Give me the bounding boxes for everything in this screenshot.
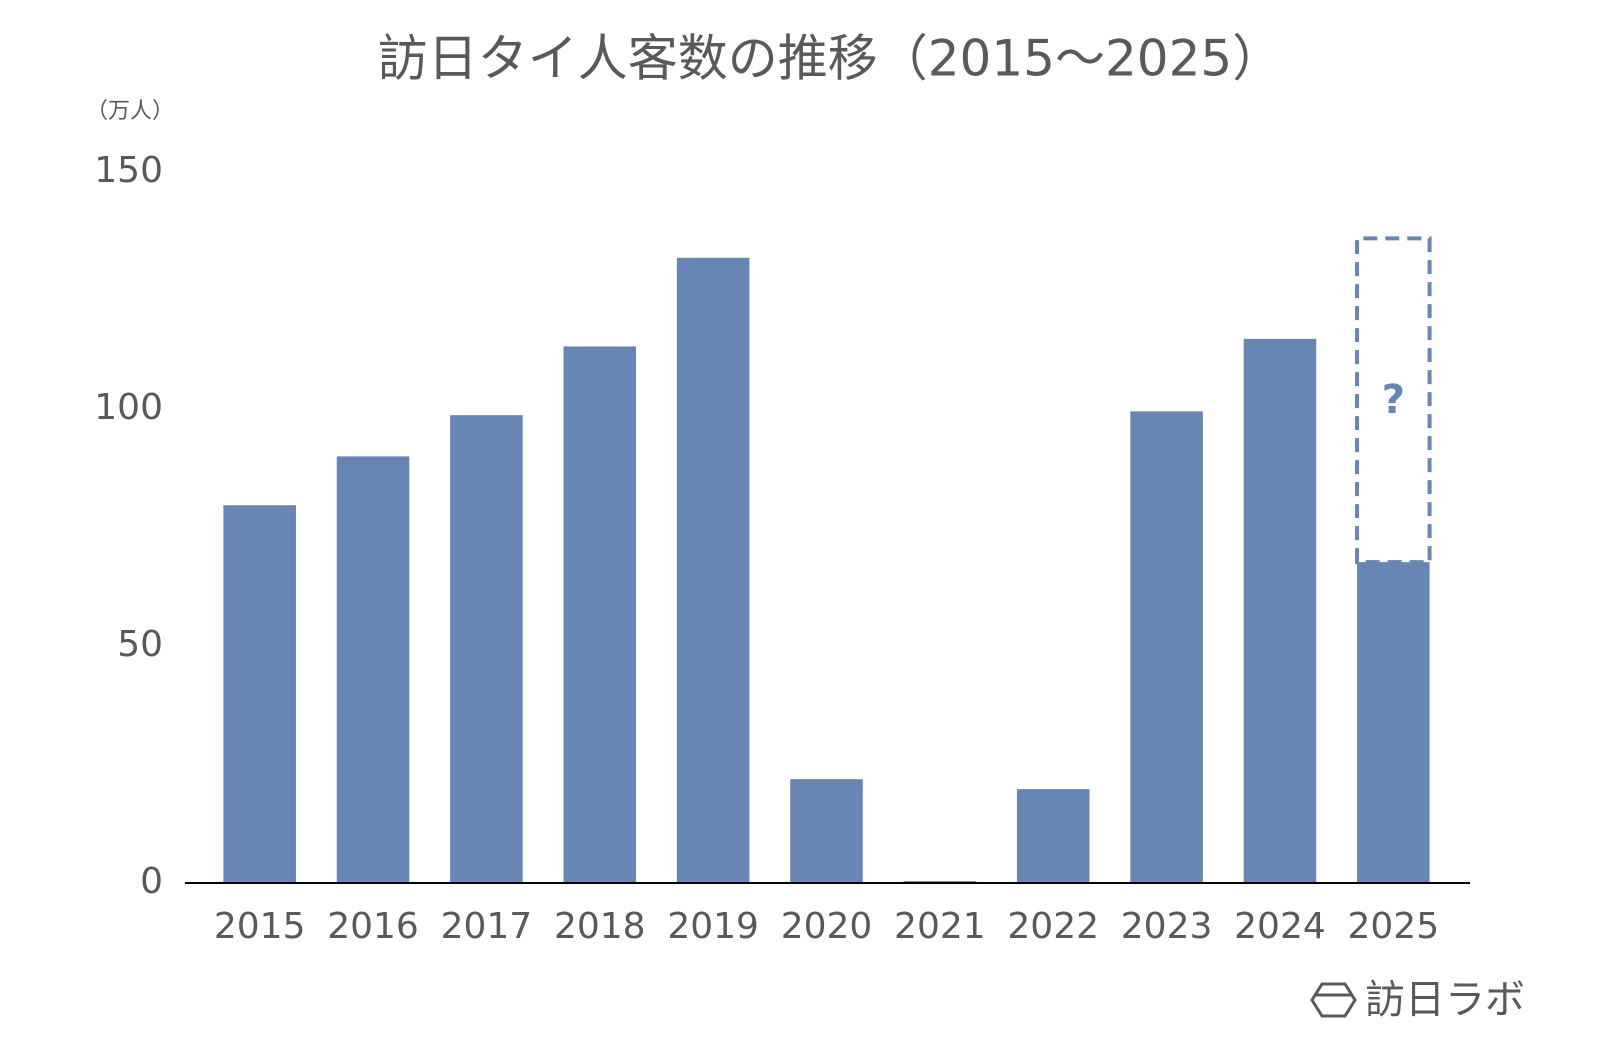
y-tick-label: 100 [94,387,163,428]
x-tick-label: 2015 [214,906,306,947]
x-tick-label: 2024 [1234,906,1326,947]
bar [1243,338,1317,883]
y-tick-label: 0 [140,861,163,902]
bar [1130,411,1203,883]
logo-icon [1310,982,1357,1018]
bar [1016,789,1090,883]
bar [676,257,750,883]
x-tick-label: 2022 [1007,906,1099,947]
y-axis-label: （万人） [86,99,174,124]
x-tick-label: 2018 [554,906,646,947]
x-tick-label: 2021 [894,906,986,947]
estimate-outline [1355,236,1432,565]
bar [450,415,523,883]
x-tick-label: 2017 [441,906,533,947]
y-tick-label: 50 [117,624,163,665]
bar [790,779,863,883]
x-tick-label: 2019 [667,906,759,947]
y-tick-label: 150 [94,150,163,191]
x-tick-label: 2023 [1121,906,1213,947]
chart-title: 訪日タイ人客数の推移（2015～2025） [378,30,1283,88]
bar [336,456,410,883]
source-logo: 訪日ラボ [1310,977,1525,1023]
bar [223,505,296,883]
source: 訪日ラボ [1365,977,1525,1023]
bar [1357,562,1430,883]
x-tick-label: 2020 [781,906,873,947]
x-tick-label: 2016 [327,906,419,947]
x-tick-label: 2025 [1348,906,1440,947]
estimate-label: ? [1382,377,1405,423]
bar [563,346,637,883]
